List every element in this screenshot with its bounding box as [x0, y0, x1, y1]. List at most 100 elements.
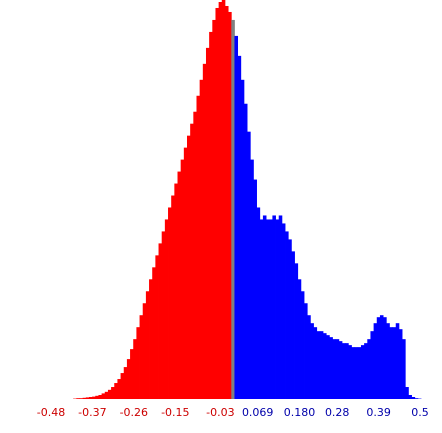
- histogram-bar: [329, 337, 333, 399]
- histogram-bar: [278, 215, 283, 399]
- x-tick-label: 0.39: [366, 406, 391, 419]
- histogram-bar: [190, 123, 194, 399]
- histogram-bar: [389, 327, 393, 399]
- histogram-bar: [158, 243, 163, 399]
- histogram-bar: [376, 317, 381, 399]
- histogram-bar: [231, 19, 235, 399]
- histogram-bar: [259, 219, 264, 399]
- x-tick-label: 0.28: [325, 406, 350, 419]
- histogram-bar: [130, 349, 134, 400]
- histogram-bar: [205, 47, 210, 399]
- histogram-bar: [253, 179, 257, 399]
- histogram-bar: [395, 323, 400, 399]
- histogram-bar: [250, 159, 254, 399]
- histogram-bar: [379, 315, 384, 399]
- histogram-bar: [405, 387, 409, 399]
- histogram-bar: [76, 398, 80, 399]
- histogram-bar: [92, 396, 96, 399]
- histogram-bar: [107, 389, 112, 399]
- histogram-bar: [288, 239, 292, 399]
- x-tick-label: 0.069: [242, 406, 274, 419]
- histogram-bar: [247, 131, 251, 400]
- histogram-bar: [82, 397, 87, 399]
- x-tick-label: -0.26: [120, 406, 148, 419]
- histogram-bar: [367, 339, 371, 399]
- histogram-bar: [354, 347, 359, 399]
- histogram-bars: [73, 0, 422, 400]
- histogram-bar: [386, 323, 390, 399]
- histogram-bar: [383, 317, 387, 399]
- histogram-bar: [168, 207, 172, 399]
- histogram-bar: [149, 279, 153, 399]
- histogram-bar: [174, 183, 178, 399]
- histogram-bar: [145, 291, 150, 399]
- histogram-bar: [123, 367, 128, 399]
- histogram-bar: [224, 5, 229, 400]
- histogram-bar: [98, 395, 102, 399]
- histogram-bar: [164, 219, 169, 399]
- histogram-bar: [256, 207, 261, 399]
- histogram-bar: [262, 215, 267, 399]
- histogram-bar: [335, 339, 340, 399]
- histogram-bar: [323, 333, 327, 399]
- histogram-bar: [88, 397, 93, 399]
- histogram-bar: [291, 251, 295, 399]
- histogram-bar: [120, 373, 125, 399]
- histogram-bar: [313, 327, 318, 399]
- histogram-bar: [237, 55, 242, 400]
- histogram-bar: [304, 303, 308, 399]
- histogram-bar: [161, 231, 166, 399]
- histogram-bar: [414, 398, 419, 399]
- histogram-bar: [155, 255, 159, 399]
- histogram-bar: [218, 2, 223, 399]
- histogram-bar: [285, 231, 289, 399]
- histogram-bar: [275, 219, 280, 399]
- histogram-bar: [212, 19, 216, 399]
- histogram-bar: [240, 79, 245, 400]
- histogram-bar: [300, 291, 305, 399]
- histogram-bar: [114, 383, 118, 399]
- histogram-bar: [202, 63, 207, 400]
- histogram-bar: [133, 339, 137, 399]
- histogram-bar: [136, 327, 140, 399]
- histogram-bar: [171, 195, 175, 399]
- histogram-bar: [196, 95, 201, 399]
- histogram-bar: [152, 267, 156, 399]
- x-tick-label: -0.48: [37, 406, 65, 419]
- histogram-bar: [319, 331, 324, 399]
- histogram-bar: [180, 159, 185, 399]
- histogram-bar: [266, 219, 270, 399]
- histogram-bar: [348, 345, 352, 399]
- histogram-bar: [398, 329, 403, 399]
- x-tick-label: 0.5: [411, 406, 429, 419]
- histogram-bar: [370, 331, 375, 399]
- histogram-bar: [243, 103, 248, 400]
- histogram-bar: [199, 79, 204, 400]
- histogram-bar: [326, 335, 330, 399]
- histogram-bar: [272, 215, 276, 399]
- histogram-bar: [297, 279, 302, 399]
- histogram-bar: [341, 343, 346, 399]
- histogram-bar: [294, 263, 299, 399]
- histogram-bar: [117, 379, 121, 399]
- histogram-bar: [215, 7, 220, 399]
- histogram-bar: [85, 397, 90, 399]
- histogram-bar: [408, 395, 412, 399]
- histogram-bar: [193, 111, 197, 399]
- histogram-bar: [228, 11, 232, 399]
- histogram-bar: [316, 331, 321, 399]
- histogram-bar: [139, 315, 144, 399]
- histogram-bar: [187, 135, 191, 399]
- histogram-bar: [183, 147, 188, 399]
- x-axis-tick-labels: -0.48 -0.37 -0.26 -0.15 -0.03 0.069 0.180 0.28 0…: [37, 406, 429, 419]
- histogram-bar: [402, 339, 406, 399]
- histogram-bar: [364, 343, 368, 399]
- x-tick-label: 0.180: [284, 406, 316, 419]
- histogram-bar: [142, 303, 147, 399]
- histogram-bar: [310, 323, 314, 399]
- histogram-bar: [111, 387, 115, 399]
- x-tick-label: -0.15: [161, 406, 189, 419]
- histogram-bar: [360, 345, 365, 399]
- histogram-bar: [209, 31, 213, 399]
